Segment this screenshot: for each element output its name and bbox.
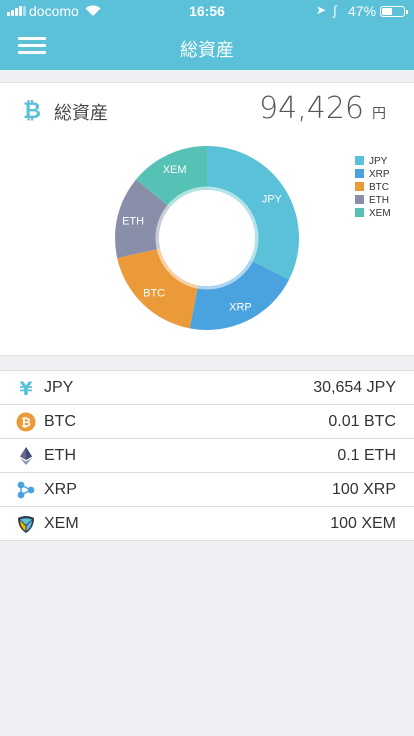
legend-label: XRP [369, 169, 390, 180]
legend-label: XEM [369, 208, 391, 219]
asset-donut-chart: JPY XRP BTC ETH XEM [115, 146, 299, 330]
legend-label: JPY [369, 156, 388, 167]
donut-label-btc: BTC [143, 288, 165, 300]
battery-icon [380, 6, 408, 17]
ethereum-icon [20, 447, 32, 465]
battery-level [382, 8, 392, 15]
legend-label: ETH [369, 195, 389, 206]
legend-item-eth: ETH [355, 194, 391, 207]
asset-row-jpy[interactable]: ¥ JPY 30,654 JPY [0, 371, 414, 405]
total-assets-value: 94,426 [259, 91, 364, 126]
donut-slice-xrp [189, 259, 289, 330]
page-title: 総資産 [180, 40, 234, 60]
legend-swatch [355, 156, 364, 165]
legend-item-jpy: JPY [355, 155, 391, 168]
asset-amount: 0.1 ETH [337, 447, 396, 464]
asset-name: ETH [44, 447, 76, 464]
asset-row-eth[interactable]: ETH 0.1 ETH [0, 439, 414, 473]
svg-text:¥: ¥ [19, 378, 32, 398]
svg-text:₿: ₿ [23, 99, 41, 123]
donut-label-jpy: JPY [262, 193, 283, 205]
hamburger-menu-icon[interactable] [18, 37, 46, 55]
legend-swatch [355, 182, 364, 191]
signal-icon [7, 6, 27, 16]
bitcoin-icon: ₿ [16, 412, 36, 432]
carrier-name: docomo [29, 3, 79, 19]
asset-row-btc[interactable]: ₿ BTC 0.01 BTC [0, 405, 414, 439]
total-assets-card: ₿ 総資産 94,426 円 JPY XRP BTC ETH XEM JPY XRP BTC… [0, 82, 414, 356]
asset-amount: 30,654 JPY [313, 379, 396, 396]
legend-item-xrp: XRP [355, 168, 391, 181]
legend-swatch [355, 208, 364, 217]
bitcoin-icon: ₿ [23, 99, 41, 123]
donut-slice-btc [117, 248, 199, 329]
asset-name: BTC [44, 413, 76, 430]
total-assets-label: 総資産 [54, 103, 108, 123]
asset-row-xrp[interactable]: XRP 100 XRP [0, 473, 414, 507]
ripple-icon [17, 481, 35, 499]
location-icon: ➤ [316, 3, 327, 17]
asset-amount: 100 XEM [330, 515, 396, 532]
donut-label-eth: ETH [122, 215, 144, 227]
donut-label-xem: XEM [163, 164, 187, 176]
donut-slice-jpy [207, 146, 299, 280]
legend-item-btc: BTC [355, 181, 391, 194]
legend-swatch [355, 169, 364, 178]
status-bar: docomo 16:56 ➤ ∫ 47% [0, 0, 414, 22]
legend-swatch [355, 195, 364, 204]
asset-name: XRP [44, 481, 77, 498]
asset-list: ¥ JPY 30,654 JPY ₿ BTC 0.01 BTC ETH 0.1 … [0, 370, 414, 541]
nem-icon [18, 516, 34, 533]
legend-label: BTC [369, 182, 389, 193]
donut-label-xrp: XRP [229, 301, 252, 313]
asset-name: JPY [44, 379, 74, 396]
legend-item-xem: XEM [355, 207, 391, 220]
total-assets-unit: 円 [372, 105, 386, 121]
battery-percent: 47% [348, 3, 377, 19]
bluetooth-icon: ∫ [333, 3, 337, 18]
asset-name: XEM [44, 515, 79, 532]
asset-row-xem[interactable]: XEM 100 XEM [0, 507, 414, 541]
donut-hole [155, 186, 259, 290]
wifi-icon [85, 5, 101, 16]
svg-text:₿: ₿ [21, 416, 31, 430]
asset-amount: 0.01 BTC [328, 413, 396, 430]
asset-amount: 100 XRP [331, 481, 396, 498]
yen-icon: ¥ [19, 378, 32, 398]
status-time: 16:56 [189, 3, 225, 19]
chart-legend: JPY XRP BTC ETH XEM [355, 155, 391, 220]
app-header: docomo 16:56 ➤ ∫ 47% 総資産 [0, 0, 414, 70]
